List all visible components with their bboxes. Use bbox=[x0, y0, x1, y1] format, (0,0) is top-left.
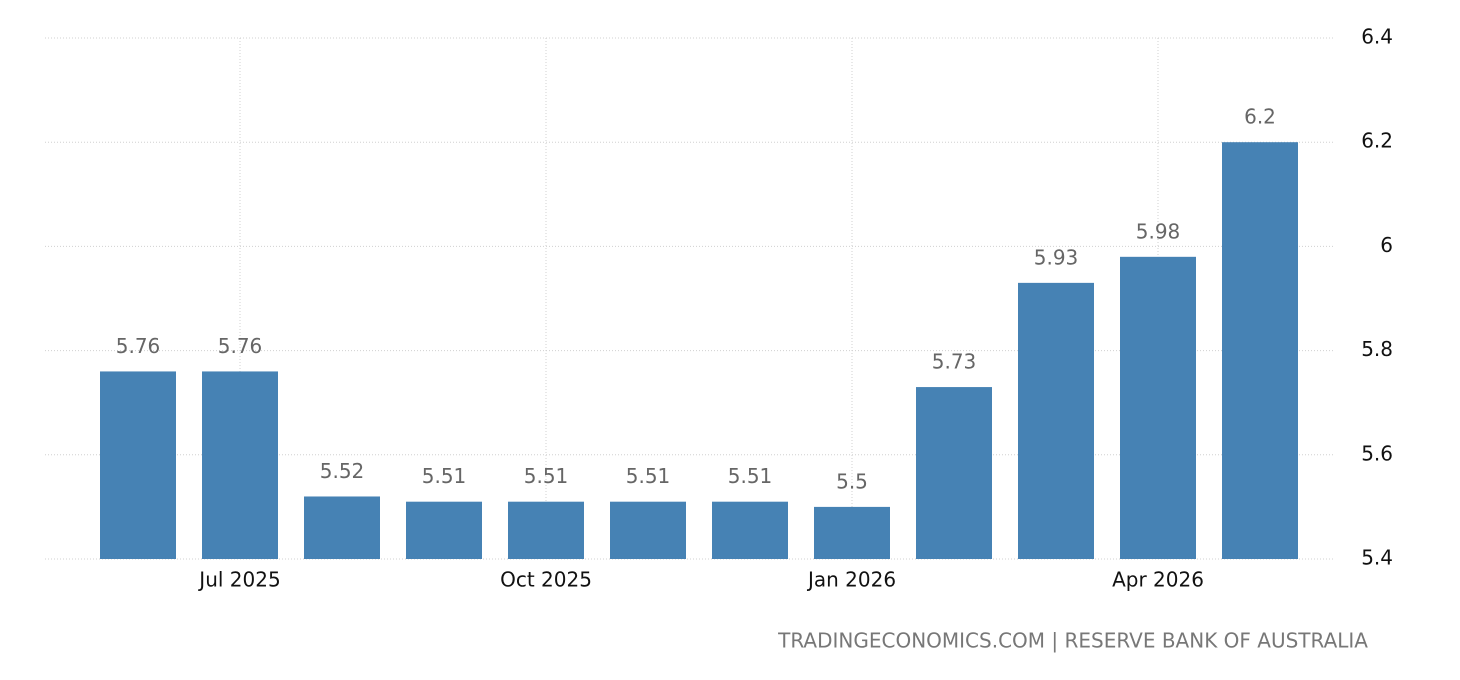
bar bbox=[100, 371, 176, 559]
bar bbox=[1120, 256, 1196, 559]
y-tick-label: 6.4 bbox=[1361, 25, 1393, 49]
y-tick-label: 5.4 bbox=[1361, 546, 1393, 570]
value-label: 5.5 bbox=[836, 469, 868, 493]
bar bbox=[814, 506, 890, 559]
bar bbox=[916, 387, 992, 559]
x-tick-label: Oct 2025 bbox=[500, 568, 592, 592]
value-label: 6.2 bbox=[1244, 105, 1276, 129]
x-tick-label: Jan 2026 bbox=[806, 568, 896, 592]
y-tick-label: 6 bbox=[1380, 233, 1393, 257]
y-tick-label: 6.2 bbox=[1361, 129, 1393, 153]
value-label: 5.51 bbox=[728, 464, 773, 488]
value-label: 5.51 bbox=[524, 464, 569, 488]
value-label: 5.93 bbox=[1034, 245, 1079, 269]
x-tick-label: Jul 2025 bbox=[197, 568, 280, 592]
bar bbox=[712, 501, 788, 559]
bar bbox=[304, 496, 380, 559]
bar bbox=[1018, 282, 1094, 559]
x-tick-label: Apr 2026 bbox=[1112, 568, 1204, 592]
bar bbox=[202, 371, 278, 559]
bar bbox=[610, 501, 686, 559]
bar bbox=[1222, 142, 1298, 559]
value-label: 5.73 bbox=[932, 350, 977, 374]
value-label: 5.52 bbox=[320, 459, 365, 483]
y-tick-label: 5.6 bbox=[1361, 441, 1393, 465]
y-tick-label: 5.8 bbox=[1361, 337, 1393, 361]
value-label: 5.51 bbox=[626, 464, 671, 488]
bar bbox=[406, 501, 482, 559]
value-label: 5.98 bbox=[1136, 219, 1181, 243]
bar bbox=[508, 501, 584, 559]
value-label: 5.76 bbox=[218, 334, 263, 358]
value-label: 5.51 bbox=[422, 464, 467, 488]
source: TRADINGECONOMICS.COM | RESERVE BANK OF A… bbox=[777, 629, 1368, 653]
value-label: 5.76 bbox=[116, 334, 161, 358]
